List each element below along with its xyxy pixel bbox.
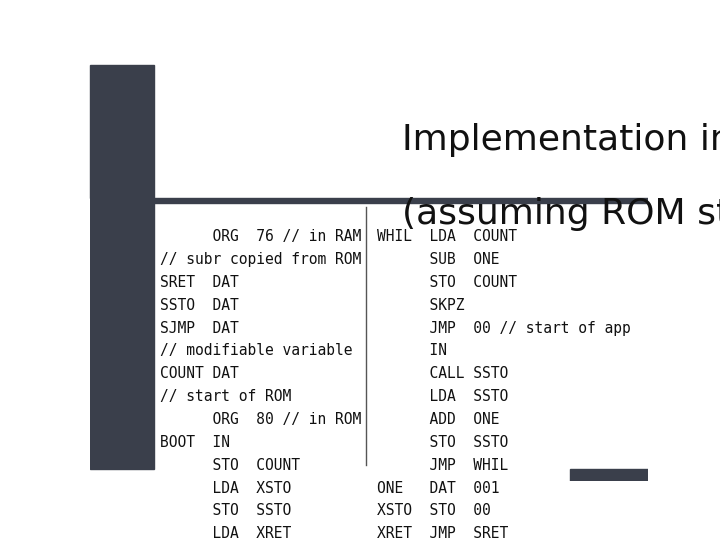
Text: SUB  ONE: SUB ONE (377, 252, 500, 267)
Text: LDA  XSTO: LDA XSTO (160, 481, 291, 496)
Text: JMP  00 // start of app: JMP 00 // start of app (377, 321, 631, 335)
Text: Implementation in LM-Assembler: Implementation in LM-Assembler (402, 123, 720, 157)
Bar (570, 469, 648, 481)
Text: CALL SSTO: CALL SSTO (377, 366, 508, 381)
Text: JMP  WHIL: JMP WHIL (377, 458, 508, 472)
Text: LDA  XRET: LDA XRET (160, 526, 291, 540)
Text: STO  SSTO: STO SSTO (160, 503, 291, 518)
Text: IN: IN (377, 343, 447, 359)
Bar (90, 203, 154, 469)
Text: // subr copied from ROM: // subr copied from ROM (160, 252, 361, 267)
Text: ORG  80 // in ROM: ORG 80 // in ROM (160, 412, 361, 427)
Text: ONE   DAT  001: ONE DAT 001 (377, 481, 500, 496)
Text: COUNT DAT: COUNT DAT (160, 366, 238, 381)
Text: SKPZ: SKPZ (377, 298, 465, 313)
Text: SSTO  DAT: SSTO DAT (160, 298, 238, 313)
Text: LDA  SSTO: LDA SSTO (377, 389, 508, 404)
Text: // modifiable variable: // modifiable variable (160, 343, 352, 359)
Text: (assuming ROM starts at 80): (assuming ROM starts at 80) (402, 198, 720, 232)
Text: ORG  76 // in RAM: ORG 76 // in RAM (160, 229, 361, 244)
Text: STO  COUNT: STO COUNT (160, 458, 300, 472)
Bar (90, 65, 154, 198)
Text: XSTO  STO  00: XSTO STO 00 (377, 503, 491, 518)
Text: STO  COUNT: STO COUNT (377, 275, 518, 290)
Text: STO  SSTO: STO SSTO (377, 435, 508, 450)
Text: WHIL  LDA  COUNT: WHIL LDA COUNT (377, 229, 518, 244)
Text: // start of ROM: // start of ROM (160, 389, 291, 404)
Text: XRET  JMP  SRET: XRET JMP SRET (377, 526, 508, 540)
Text: ADD  ONE: ADD ONE (377, 412, 500, 427)
Text: SRET  DAT: SRET DAT (160, 275, 238, 290)
Text: SJMP  DAT: SJMP DAT (160, 321, 238, 335)
Bar (90, 198, 648, 203)
Text: BOOT  IN: BOOT IN (160, 435, 230, 450)
